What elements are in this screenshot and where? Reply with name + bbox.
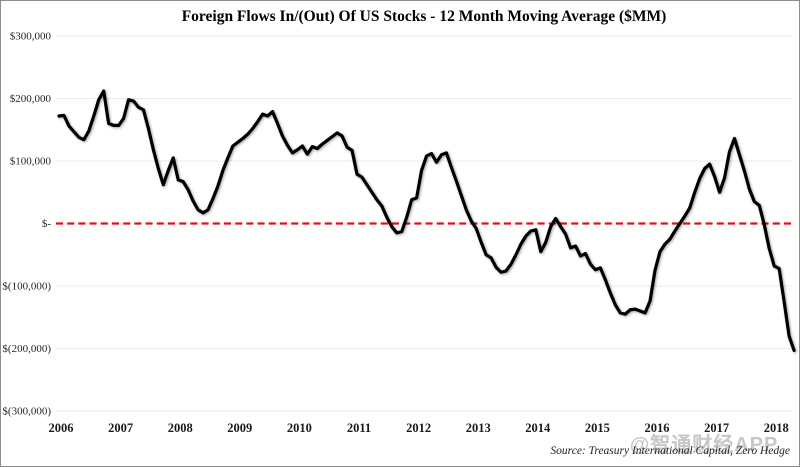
x-tick-label: 2014 xyxy=(525,421,551,435)
x-tick-label: 2015 xyxy=(585,421,610,435)
chart-title: Foreign Flows In/(Out) Of US Stocks - 12… xyxy=(182,8,667,25)
y-tick-label: $300,000 xyxy=(10,31,52,43)
y-tick-label: $(300,000) xyxy=(2,406,51,418)
x-tick-label: 2010 xyxy=(287,421,312,435)
series-group xyxy=(57,89,796,352)
x-tick-label: 2008 xyxy=(168,421,193,435)
watermark: @智通财经APP xyxy=(630,432,779,456)
x-tick-label: 2012 xyxy=(406,421,431,435)
x-axis-labels: 2006 2007 2008 2009 2010 2011 2012 2013 2014 2015… xyxy=(49,421,789,435)
y-tick-label: $(200,000) xyxy=(2,343,51,355)
x-tick-label: 2011 xyxy=(347,421,371,435)
x-tick-label: 2016 xyxy=(645,421,670,435)
y-tick-label: $- xyxy=(42,218,52,230)
source-note: Source: Treasury International Capital, … xyxy=(550,445,790,457)
x-tick-label: 2013 xyxy=(466,421,491,435)
y-tick-label: $(100,000) xyxy=(2,281,51,293)
y-tick-label: $100,000 xyxy=(10,156,52,168)
series-line-foreign-flows xyxy=(57,89,796,352)
x-tick-label: 2006 xyxy=(49,421,74,435)
x-tick-label: 2009 xyxy=(227,421,252,435)
x-tick-label: 2018 xyxy=(764,421,789,435)
y-tick-label: $200,000 xyxy=(10,93,52,105)
y-axis-labels: $300,000 $200,000 $100,000 $- $(100,000) $(20… xyxy=(2,31,51,418)
x-tick-label: 2017 xyxy=(704,421,729,435)
x-tick-label: 2007 xyxy=(108,421,133,435)
